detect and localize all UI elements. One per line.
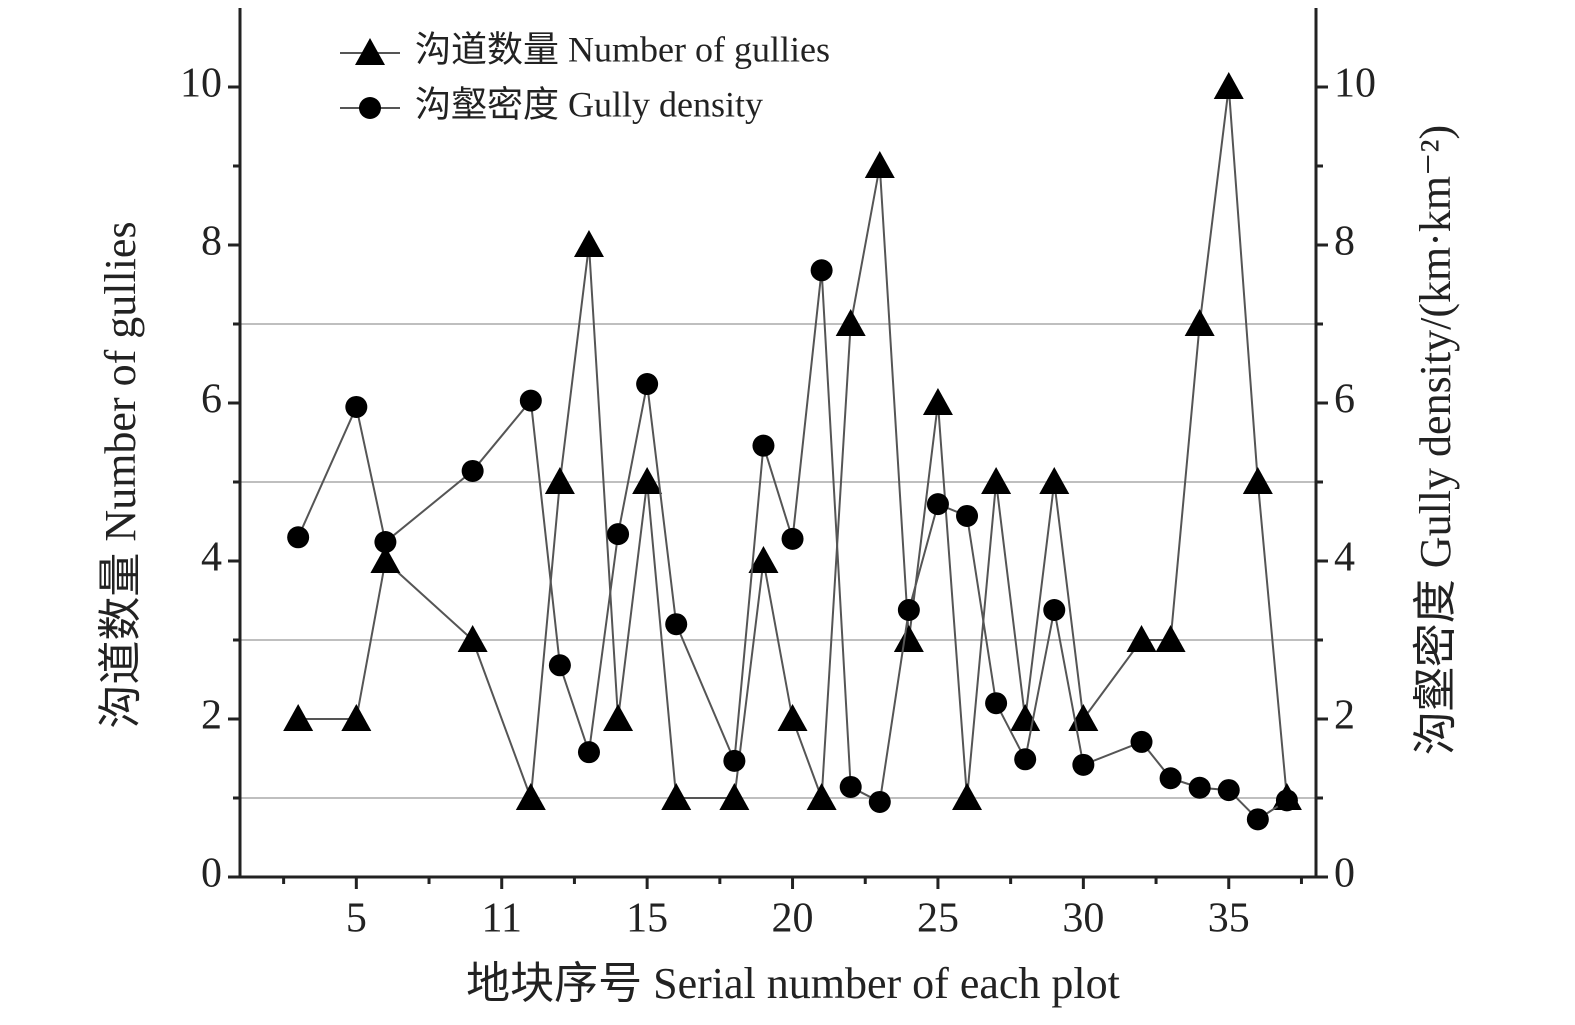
circle-marker <box>868 790 891 813</box>
circle-marker <box>519 389 542 412</box>
y2-tick-label: 2 <box>1334 693 1355 739</box>
y2-tick-label: 4 <box>1334 535 1355 581</box>
series-line <box>298 86 1288 799</box>
circle-marker <box>1072 753 1095 776</box>
x-tick-label: 20 <box>772 896 814 942</box>
triangle-marker <box>632 467 663 494</box>
circle-marker <box>985 692 1008 715</box>
triangle-marker <box>1184 309 1215 336</box>
legend-label: 沟道数量 Number of gullies <box>415 29 830 69</box>
circle-marker <box>1043 598 1066 621</box>
x-tick-label: 15 <box>626 896 668 942</box>
circle-marker <box>1217 779 1240 802</box>
circle-marker <box>548 654 571 677</box>
triangle-marker <box>573 230 604 257</box>
x-axis-title: 地块序号 Serial number of each plot <box>466 959 1120 1008</box>
circle-marker <box>577 741 600 764</box>
y-tick-label: 0 <box>201 851 222 897</box>
y2-tick-label: 8 <box>1334 219 1355 265</box>
triangle-marker <box>1126 625 1157 652</box>
triangle-marker <box>661 783 692 810</box>
circle-marker <box>1014 748 1037 771</box>
circle-marker <box>1188 776 1211 799</box>
triangle-marker <box>952 783 983 810</box>
triangle-marker <box>1242 467 1273 494</box>
triangle-marker <box>457 625 488 652</box>
y-tick-label: 8 <box>201 219 222 265</box>
circle-marker <box>781 527 804 550</box>
circle-marker <box>897 598 920 621</box>
y2-axis-title: 沟壑密度 Gully density/(km·km⁻²) <box>1411 125 1460 755</box>
triangle-marker <box>835 309 866 336</box>
y-axis-title: 沟道数量 Number of gullies <box>96 221 145 728</box>
triangle-marker <box>544 467 575 494</box>
y2-tick-label: 0 <box>1334 851 1355 897</box>
circle-marker <box>956 504 979 527</box>
circle-marker <box>810 259 833 282</box>
legend-label: 沟壑密度 Gully density <box>415 84 763 124</box>
circle-marker <box>752 434 775 457</box>
circle-marker <box>374 531 397 554</box>
circle-marker <box>1246 808 1269 831</box>
y-tick-label: 6 <box>201 377 222 423</box>
y-tick-label: 10 <box>180 61 222 107</box>
x-tick-label: 25 <box>917 896 959 942</box>
circle-marker <box>345 395 368 418</box>
circle-marker <box>1130 730 1153 753</box>
circle-marker <box>665 613 688 636</box>
y2-tick-label: 10 <box>1334 61 1376 107</box>
triangle-marker <box>719 783 750 810</box>
triangle-marker <box>777 704 808 731</box>
circle-marker <box>1159 767 1182 790</box>
x-tick-label: 35 <box>1208 896 1250 942</box>
triangle-marker <box>515 783 546 810</box>
triangle-marker <box>806 783 837 810</box>
circle-marker <box>926 493 949 516</box>
triangle-marker <box>370 546 401 573</box>
circle-marker <box>1275 789 1298 812</box>
triangle-marker <box>981 467 1012 494</box>
x-tick-label: 5 <box>346 896 367 942</box>
circle-marker <box>287 526 310 549</box>
triangle-marker <box>355 38 385 65</box>
triangle-marker <box>1039 467 1070 494</box>
triangle-marker <box>603 704 634 731</box>
triangle-marker <box>283 704 314 731</box>
circle-marker <box>723 749 746 772</box>
triangle-marker <box>922 388 953 415</box>
y2-tick-label: 6 <box>1334 377 1355 423</box>
circle-marker <box>839 775 862 798</box>
circle-marker <box>461 459 484 482</box>
circle-marker <box>607 523 630 546</box>
triangle-marker <box>893 625 924 652</box>
triangle-marker <box>1155 625 1186 652</box>
y-tick-label: 2 <box>201 693 222 739</box>
y-tick-label: 4 <box>201 535 222 581</box>
circle-marker <box>636 373 659 396</box>
triangle-marker <box>341 704 372 731</box>
triangle-marker <box>748 546 779 573</box>
x-tick-label: 11 <box>482 896 522 942</box>
circle-marker <box>359 97 381 119</box>
triangle-marker <box>1213 72 1244 99</box>
x-tick-label: 30 <box>1062 896 1104 942</box>
triangle-marker <box>864 151 895 178</box>
